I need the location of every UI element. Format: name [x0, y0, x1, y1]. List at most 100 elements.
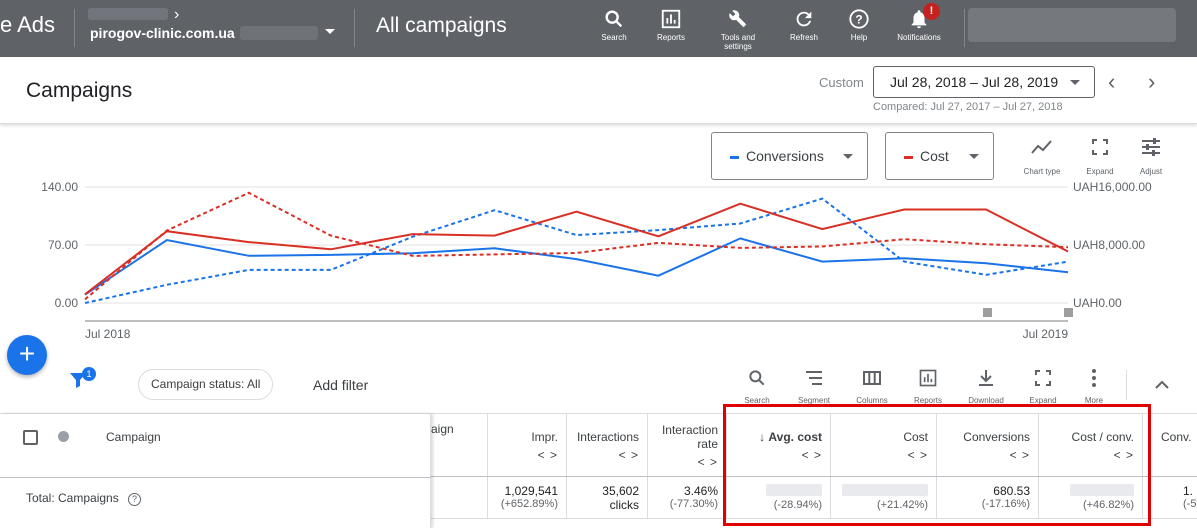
total-interaction-rate: 3.46% (-77.30%)	[647, 477, 726, 518]
total-avg-cost-change: (-28.94%)	[773, 499, 822, 511]
conversions-header-label: Conversions	[963, 430, 1030, 444]
chevron-right-icon[interactable]: ›	[174, 6, 180, 23]
total-avg-cost: (-28.94%)	[726, 477, 830, 518]
notifications-label: Notifications	[897, 33, 941, 42]
table-search-button[interactable]: Search	[733, 368, 781, 405]
reports-icon	[919, 369, 937, 387]
header-campaign[interactable]: Campaign	[106, 430, 161, 444]
chart-expand-button[interactable]: Expand	[1075, 138, 1125, 176]
top-bar: e Ads › pirogov-clinic.com.ua All campai…	[0, 0, 1197, 57]
sort-arrows-icon: < >	[697, 455, 718, 469]
header-cost-per-conv[interactable]: Cost / conv. < >	[1038, 414, 1142, 476]
wrench-icon	[729, 10, 747, 28]
header-avg-cost[interactable]: ↓ Avg. cost < >	[726, 414, 830, 476]
y-right-tick-label: UAH8,000.00	[1073, 238, 1145, 252]
date-range-picker[interactable]: Jul 28, 2018 – Jul 28, 2019	[873, 66, 1095, 98]
account-name[interactable]: pirogov-clinic.com.ua	[90, 25, 235, 41]
help-label: Help	[850, 33, 868, 42]
cost-swatch	[904, 155, 913, 159]
date-range-value: Jul 28, 2018 – Jul 28, 2019	[890, 74, 1059, 90]
total-cost-per-conv-change: (+46.82%)	[1082, 499, 1134, 511]
metric2-selector[interactable]: Cost	[885, 132, 994, 180]
expand-icon	[1092, 139, 1108, 155]
segment-button[interactable]: Segment	[790, 368, 838, 405]
help-button[interactable]: ? Help	[829, 8, 889, 42]
impr-header-label: Impr.	[531, 430, 558, 444]
total-label-text: Total: Campaigns	[26, 491, 119, 505]
collapse-chevron-up-icon[interactable]	[1155, 376, 1169, 392]
help-icon[interactable]: ?	[128, 493, 142, 506]
refresh-icon	[796, 11, 812, 27]
header-impr[interactable]: Impr. < >	[487, 414, 566, 476]
add-filter-button[interactable]: Add filter	[313, 377, 369, 393]
line-chart-icon	[1031, 140, 1052, 154]
metric1-selector[interactable]: Conversions	[711, 132, 868, 180]
table-expand-label: Expand	[1029, 396, 1057, 405]
header-interactions[interactable]: Interactions < >	[566, 414, 647, 476]
range-handle-right	[1064, 308, 1073, 317]
table-expand-button[interactable]: Expand	[1019, 368, 1067, 405]
total-conversions-change: (-17.16%)	[981, 498, 1030, 510]
metric1-label: Conversions	[746, 148, 824, 164]
total-interactions-unit: clicks	[609, 498, 639, 512]
download-button[interactable]: Download	[962, 368, 1010, 405]
page-title: All campaigns	[376, 14, 507, 37]
campaign-name-column: Campaign Total: Campaigns ?	[0, 414, 431, 528]
cost-per-conv-header-label: Cost / conv.	[1071, 430, 1134, 444]
columns-button[interactable]: Columns	[848, 368, 896, 405]
search-label: Search	[601, 33, 627, 42]
reports-button[interactable]: Reports	[641, 8, 701, 42]
range-handle-left	[983, 308, 992, 317]
sort-arrows-icon: < >	[618, 448, 639, 462]
filter-count-badge: 1	[82, 367, 96, 381]
tools-settings-label: Tools and settings	[720, 33, 756, 51]
divider	[74, 9, 75, 47]
chart-adjust-button[interactable]: Adjust	[1126, 138, 1176, 176]
status-dot-icon	[58, 431, 69, 442]
header-cost[interactable]: Cost < >	[830, 414, 936, 476]
chart-adjust-label: Adjust	[1139, 167, 1163, 176]
chart-expand-label: Expand	[1086, 167, 1114, 176]
segment-label: Segment	[797, 396, 831, 405]
account-dropdown-icon[interactable]	[325, 29, 335, 34]
user-account-redacted[interactable]	[968, 8, 1176, 42]
search-button[interactable]: Search	[584, 8, 644, 42]
total-interaction-rate-change: (-77.30%)	[669, 498, 718, 510]
more-button[interactable]: More	[1070, 368, 1118, 405]
conversions-solid-series-line	[84, 237, 1069, 296]
x-axis-label-end: Jul 2019	[1023, 327, 1069, 341]
performance-chart: 140.00 UAH16,000.00 70.00 UAH8,000.00 0.00 UA…	[41, 180, 1152, 341]
divider	[354, 9, 355, 47]
section-title: Campaigns	[26, 79, 133, 102]
notifications-button[interactable]: ! Notifications	[889, 3, 949, 42]
conversions-swatch	[730, 155, 739, 159]
chart-type-label: Chart type	[1023, 167, 1061, 176]
chevron-down-icon	[1070, 80, 1080, 85]
table-reports-label: Reports	[913, 396, 942, 405]
total-interactions: 35,602 clicks	[566, 477, 647, 518]
previous-period-button[interactable]: ‹	[1108, 69, 1116, 94]
table-search-label: Search	[744, 396, 770, 405]
add-campaign-button[interactable]: +	[7, 335, 47, 375]
y-right-tick-label: UAH16,000.00	[1073, 180, 1152, 194]
header-conv-partial[interactable]: Conv.	[1142, 414, 1197, 476]
total-conversions: 680.53 (-17.16%)	[936, 477, 1038, 518]
segment-icon	[806, 371, 822, 385]
highlight-annotation-box	[723, 404, 1151, 526]
sort-down-arrow-icon: ↓	[759, 430, 769, 444]
sort-arrows-icon: < >	[801, 448, 822, 462]
header-interaction-rate[interactable]: Interaction rate < >	[647, 414, 726, 476]
sort-arrows-icon: < >	[907, 448, 928, 462]
table-reports-button[interactable]: Reports	[904, 368, 952, 405]
refresh-button[interactable]: Refresh	[774, 8, 834, 42]
more-label: More	[1084, 396, 1104, 405]
header-conversions[interactable]: Conversions < >	[936, 414, 1038, 476]
next-period-button[interactable]: ›	[1148, 69, 1156, 94]
campaign-status-filter-chip[interactable]: Campaign status: All	[138, 369, 274, 400]
select-all-checkbox[interactable]	[23, 430, 38, 445]
bell-icon	[911, 10, 927, 29]
chart-type-button[interactable]: Chart type	[1017, 138, 1067, 176]
tools-settings-button[interactable]: Tools and settings	[708, 8, 768, 51]
download-label: Download	[968, 396, 1004, 405]
y-left-tick-label: 140.00	[41, 180, 78, 194]
